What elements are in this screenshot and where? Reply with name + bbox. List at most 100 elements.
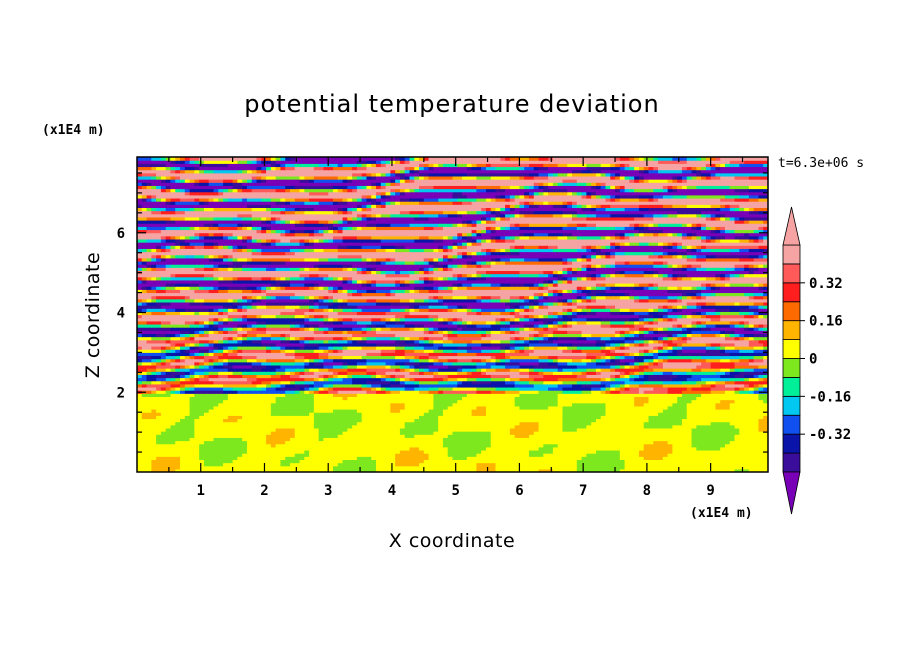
contour-cell (232, 459, 238, 464)
contour-cell (352, 355, 358, 360)
contour-cell (495, 449, 501, 454)
contour-cell (562, 459, 568, 464)
contour-cell (452, 374, 458, 379)
contour-cell (447, 364, 454, 369)
contour-cell (175, 415, 181, 420)
contour-cell (753, 443, 760, 448)
contour-cell (280, 409, 286, 413)
contour-cell (146, 449, 152, 454)
contour-cell (256, 396, 262, 401)
contour-cell (581, 368, 587, 372)
contour-cell (758, 377, 764, 382)
contour-cell (576, 453, 583, 457)
contour-cell (414, 405, 420, 410)
contour-cell (141, 434, 148, 438)
contour-cell (739, 409, 745, 413)
contour-cell (223, 415, 229, 420)
contour-cell (576, 468, 583, 472)
contour-cell (337, 390, 344, 394)
contour-cell (156, 396, 162, 401)
contour-cell (251, 427, 258, 432)
contour-cell (739, 393, 745, 397)
contour-cell (538, 371, 544, 375)
contour-cell (356, 449, 363, 454)
contour-cell (720, 355, 726, 360)
contour-cell (447, 352, 454, 357)
contour-cell (600, 352, 607, 357)
contour-cell (184, 399, 191, 404)
contour-cell (485, 358, 492, 363)
contour-cell (495, 453, 501, 457)
contour-cell (576, 427, 583, 432)
contour-cell (648, 468, 654, 472)
contour-cell (658, 364, 664, 369)
contour-cell (275, 415, 282, 420)
contour-cell (447, 431, 454, 435)
contour-cell (356, 383, 363, 388)
contour-cell (438, 449, 444, 454)
contour-cell (156, 402, 162, 407)
contour-cell (600, 393, 607, 397)
contour-cell (203, 453, 210, 457)
contour-cell (471, 380, 477, 385)
contour-cell (385, 446, 391, 451)
contour-cell (409, 371, 415, 375)
contour-cell (600, 386, 607, 391)
contour-cell (371, 368, 377, 372)
contour-cell (280, 446, 286, 451)
contour-cell (619, 361, 626, 366)
contour-cell (433, 399, 439, 404)
contour-cell (419, 446, 425, 451)
contour-cell (519, 371, 525, 375)
contour-cell (304, 368, 310, 372)
contour-cell (323, 399, 329, 404)
contour-cell (332, 386, 339, 391)
contour-cell (137, 443, 143, 448)
contour-cell (165, 364, 172, 369)
contour-cell (337, 456, 344, 460)
contour-cell (442, 440, 449, 445)
contour-cell (242, 386, 248, 391)
contour-cell (194, 409, 200, 413)
contour-cell (313, 371, 320, 375)
contour-cell (452, 377, 458, 382)
contour-cell (485, 368, 492, 372)
contour-cell (289, 418, 296, 423)
contour-cell (442, 374, 449, 379)
contour-cell (376, 368, 382, 372)
contour-cell (189, 390, 195, 394)
contour-cell (237, 440, 243, 445)
contour-cell (562, 468, 568, 472)
contour-cell (309, 361, 315, 366)
contour-cell (643, 424, 650, 429)
contour-cell (514, 465, 521, 470)
contour-cell (218, 449, 224, 454)
contour-cell (141, 358, 148, 363)
contour-cell (423, 456, 430, 460)
contour-cell (643, 412, 650, 416)
contour-cell (500, 459, 506, 464)
contour-cell (156, 371, 162, 375)
contour-cell (380, 427, 387, 432)
contour-cell (701, 358, 707, 363)
contour-cell (763, 431, 768, 435)
contour-cell (275, 427, 282, 432)
contour-cell (619, 446, 626, 451)
contour-cell (232, 368, 238, 372)
contour-cell (729, 462, 736, 467)
contour-cell (615, 418, 621, 423)
contour-cell (629, 424, 635, 429)
contour-cell (180, 459, 186, 464)
contour-cell (337, 462, 344, 467)
contour-cell (184, 390, 191, 394)
contour-cell (323, 386, 329, 391)
contour-cell (395, 434, 401, 438)
contour-cell (294, 418, 301, 423)
contour-cell (251, 412, 258, 416)
contour-cell (490, 352, 497, 357)
contour-cell (156, 390, 162, 394)
contour-cell (170, 449, 176, 454)
contour-cell (581, 352, 587, 357)
contour-cell (442, 443, 449, 448)
contour-cell (557, 399, 564, 404)
